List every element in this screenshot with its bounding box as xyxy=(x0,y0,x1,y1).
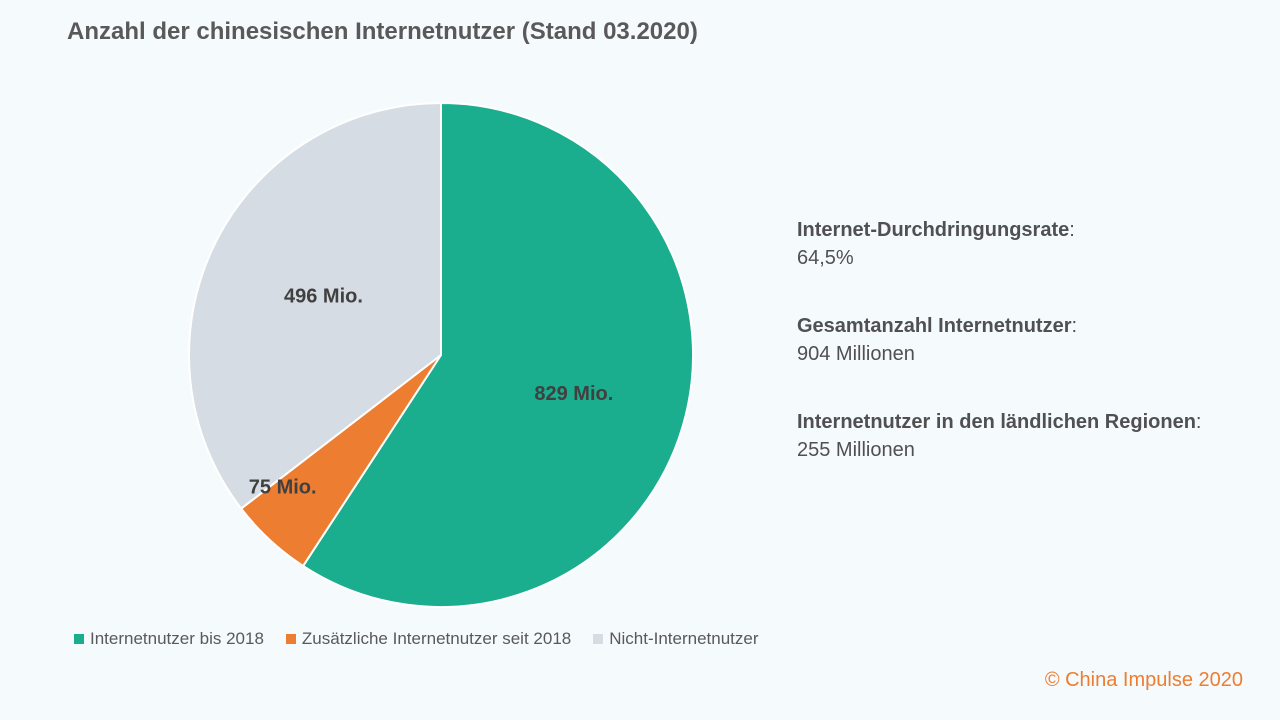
stat-rural-users: Internetnutzer in den ländlichen Regione… xyxy=(797,408,1257,464)
legend-swatch xyxy=(74,634,84,644)
stat-label: Internetnutzer in den ländlichen Regione… xyxy=(797,411,1202,433)
stat-value: 255 Millionen xyxy=(797,439,915,461)
legend-swatch xyxy=(285,634,296,644)
slice-data-label: 829 Mio. xyxy=(534,383,613,405)
stat-label: Internet-Durchdringungsrate: xyxy=(797,219,1075,241)
legend-item-zusaetzliche-internetnutzer: Zusätzliche Internetnutzer seit 2018 xyxy=(285,629,572,649)
legend-item-internetnutzer-bis-2018: Internetnutzer bis 2018 xyxy=(74,629,264,649)
pie-slice-1 xyxy=(301,101,694,608)
stat-label: Gesamtanzahl Internetnutzer: xyxy=(797,315,1078,337)
legend-label: Zusätzliche Internetnutzer seit 2018 xyxy=(301,629,572,648)
stat-value: 64,5% xyxy=(797,247,854,269)
stat-total-users: Gesamtanzahl Internetnutzer: 904 Million… xyxy=(797,312,1257,368)
stat-value: 904 Millionen xyxy=(797,343,915,365)
legend-label: Nicht-Internetnutzer xyxy=(609,629,759,648)
pie-slice-3 xyxy=(188,101,442,510)
copyright-notice: © China Impulse 2020 xyxy=(1044,669,1243,691)
stats-panel: Internet-Durchdringungsrate: 64,5% Gesam… xyxy=(797,216,1257,504)
chart-title: Anzahl der chinesischen Internetnutzer (… xyxy=(67,18,698,45)
chart-legend: Internetnutzer bis 2018 Zusätzliche Inte… xyxy=(74,629,781,649)
slice-data-label: 75 Mio. xyxy=(249,476,317,498)
legend-item-nicht-internetnutzer: Nicht-Internetnutzer xyxy=(593,629,759,649)
legend-swatch xyxy=(593,634,604,644)
stat-penetration-rate: Internet-Durchdringungsrate: 64,5% xyxy=(797,216,1257,272)
legend-label: Internetnutzer bis 2018 xyxy=(90,629,264,648)
slice-data-label: 496 Mio. xyxy=(284,285,363,307)
